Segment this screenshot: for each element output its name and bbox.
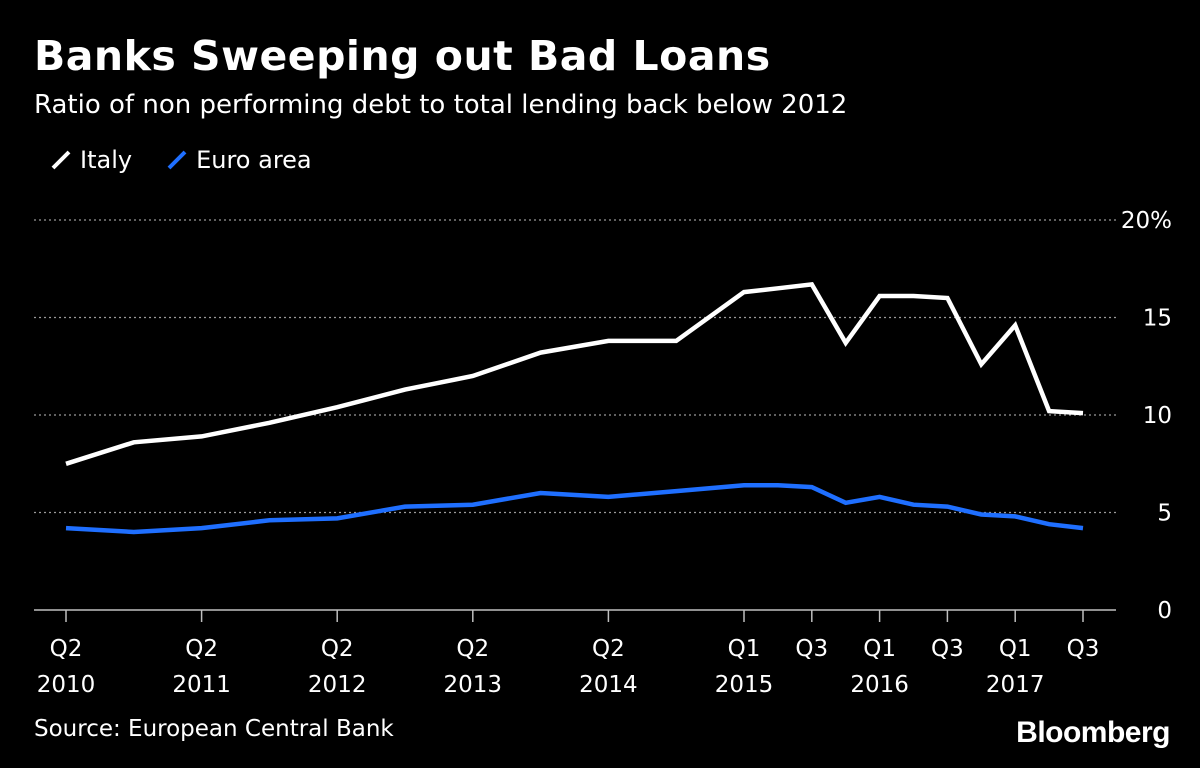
x-tick-label-0-0: Q2: [50, 636, 83, 662]
x-tick-label-24-1: 2016: [850, 672, 909, 698]
x-tick-label-8-1: 2012: [308, 672, 367, 698]
chart-subtitle: Ratio of non performing debt to total le…: [34, 90, 848, 120]
legend: Italy Euro area: [50, 146, 312, 174]
series-line-italy: [65, 281, 1084, 466]
y-tick-label-20: 20%: [1121, 208, 1172, 234]
x-tick-label-8-0: Q2: [321, 636, 354, 662]
series-line-euro-area: [65, 482, 1084, 535]
x-tick-label-12-1: 2013: [444, 672, 503, 698]
legend-label-italy: Italy: [80, 146, 133, 174]
legend-swatch-euro-area-icon: [167, 150, 187, 170]
source-note: Source: European Central Bank: [34, 716, 394, 742]
x-tick-label-20-0: Q1: [728, 636, 761, 662]
y-tick-label-10: 10: [1143, 403, 1172, 429]
legend-swatch-italy-icon: [51, 150, 71, 170]
y-tick-label-0: 0: [1157, 598, 1172, 624]
x-tick-label-20-1: 2015: [715, 672, 774, 698]
x-tick-label-4-0: Q2: [185, 636, 218, 662]
x-tick-label-28-0: Q1: [999, 636, 1032, 662]
x-tick-label-26-0: Q3: [931, 636, 964, 662]
y-tick-label-5: 5: [1157, 501, 1172, 527]
legend-item-euro-area: Euro area: [166, 146, 312, 174]
x-tick-label-16-0: Q2: [592, 636, 625, 662]
x-tick-label-22-0: Q3: [795, 636, 828, 662]
y-tick-label-15: 15: [1143, 306, 1172, 332]
x-tick-label-16-1: 2014: [579, 672, 638, 698]
x-tick-label-0-1: 2010: [37, 672, 96, 698]
x-tick-label-12-0: Q2: [456, 636, 489, 662]
x-tick-label-4-1: 2011: [172, 672, 231, 698]
legend-item-italy: Italy: [50, 146, 132, 174]
chart-title: Banks Sweeping out Bad Loans: [34, 32, 771, 80]
x-tick-label-30-0: Q3: [1067, 636, 1100, 662]
legend-label-euro-area: Euro area: [196, 146, 312, 174]
bloomberg-logo: Bloomberg: [1016, 716, 1170, 749]
x-tick-label-24-0: Q1: [863, 636, 896, 662]
x-tick-label-28-1: 2017: [986, 672, 1045, 698]
